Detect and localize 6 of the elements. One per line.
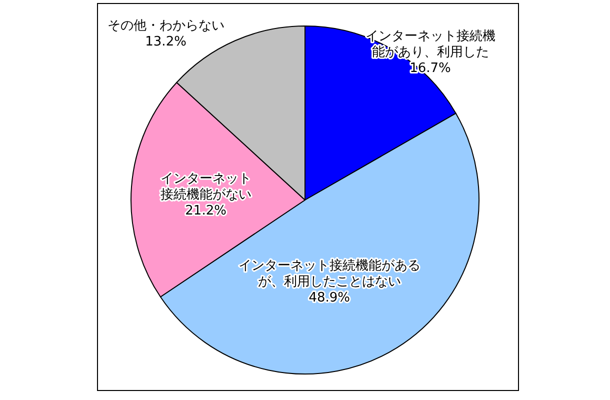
data-label: 13.2% [145,34,186,50]
data-label: 48.9% [308,290,350,306]
slice-label: インターネット接続機能があるが、利用したことはない [238,258,420,290]
slice-label: インターネット接続機能がない [160,172,252,203]
data-label: 21.2% [185,204,226,219]
slice-label: その他・わからない [107,18,224,34]
